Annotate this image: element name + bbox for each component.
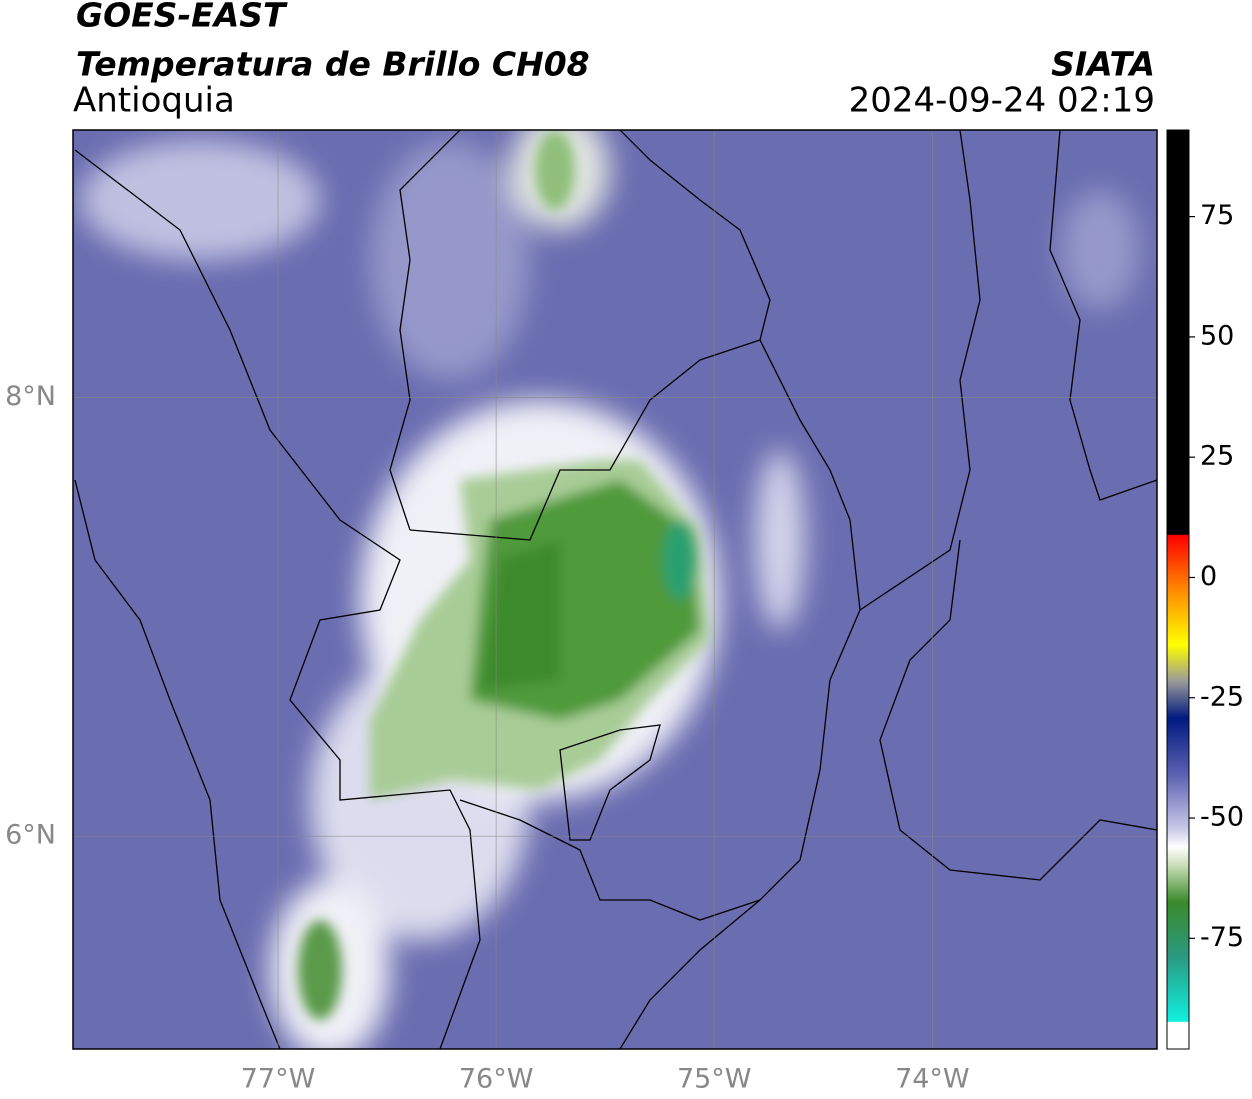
region: Antioquia — [73, 81, 235, 121]
source: SIATA — [1051, 45, 1155, 84]
ticks: 77°W 76°W 75°W 74°W 8°N 6°N 75 50 25 0 -25 -50 -75 — [5, 200, 1244, 1094]
lat-tick-label: 8°N — [5, 381, 56, 412]
colorbar-tick-label: 25 — [1200, 441, 1234, 472]
colorbar-tick-label: -75 — [1200, 922, 1244, 953]
colorbar-tick-label: 50 — [1200, 320, 1234, 351]
lon-tick-label: 74°W — [895, 1064, 970, 1095]
imagery — [73, 130, 1157, 1049]
colorbar-tick-label: -50 — [1200, 802, 1244, 833]
title: GOES-EAST — [76, 0, 288, 35]
lon-tick-label: 75°W — [677, 1064, 752, 1095]
colorbar-tick-label: 75 — [1200, 200, 1234, 231]
grid — [73, 130, 1157, 1049]
lon-tick-label: 77°W — [241, 1064, 316, 1095]
datetime: 2024-09-24 02:19 — [849, 81, 1155, 121]
boundaries — [74, 130, 1157, 1049]
map-frame — [72, 129, 1158, 1050]
subtitle: Temperatura de Brillo CH08 — [76, 45, 590, 84]
colorbar — [1166, 129, 1190, 1050]
lat-tick-label: 6°N — [5, 820, 56, 851]
colorbar-tick-label: -25 — [1200, 681, 1244, 712]
colorbar-tick-label: 0 — [1200, 561, 1217, 592]
lon-tick-label: 76°W — [459, 1064, 534, 1095]
